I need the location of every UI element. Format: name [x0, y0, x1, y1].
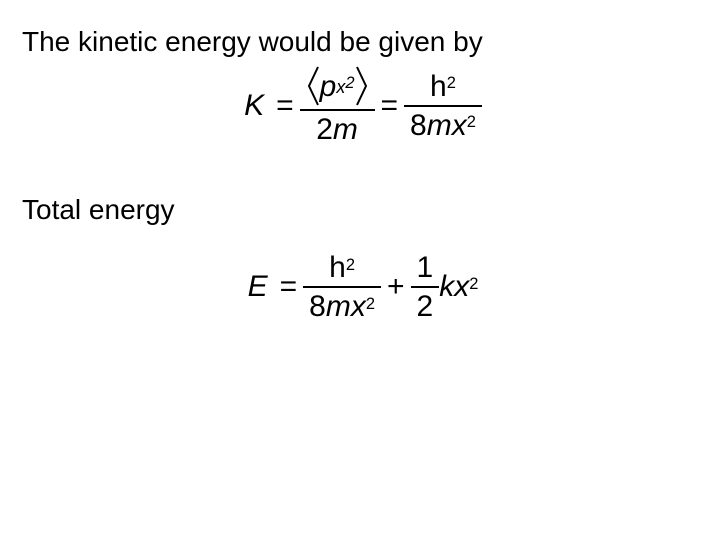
plus: + [381, 270, 411, 304]
slide-page: The kinetic energy would be given by K =… [0, 0, 720, 540]
symbol-m-3: m [326, 290, 351, 323]
total-energy-lead: Total energy [22, 192, 698, 227]
denominator-8mx2-a: 8 m x 2 [404, 109, 482, 142]
equals-3: = [274, 270, 304, 304]
symbol-p: p [320, 70, 337, 103]
spacer-1 [22, 174, 698, 192]
kinetic-energy-equation-wrap: K = p x 2 2 m [22, 59, 698, 174]
denominator-8mx2-b: 8 m x 2 [303, 290, 381, 323]
symbol-m-1: m [333, 113, 358, 146]
equals-2: = [375, 89, 405, 123]
fraction-bar-1 [300, 109, 375, 111]
spacer-2 [22, 227, 698, 241]
symbol-x-3: x [454, 270, 469, 304]
symbol-h-a: h [430, 70, 447, 103]
numerator-h2-a: h 2 [424, 70, 462, 103]
fraction-bar-3 [303, 286, 381, 288]
numerator-angle-px2: p x 2 [300, 65, 375, 107]
angle-bracket-left-icon [306, 65, 320, 107]
symbol-k: k [439, 270, 454, 304]
coef-8-a: 8 [410, 109, 427, 142]
kinetic-energy-lead: The kinetic energy would be given by [22, 24, 698, 59]
denominator-2: 2 [411, 290, 440, 323]
superscript-2-px: 2 [345, 74, 354, 92]
coef-8-b: 8 [309, 290, 326, 323]
superscript-2-h-a: 2 [447, 74, 456, 92]
fraction-px2-over-2m: p x 2 2 m [300, 65, 375, 146]
equals-1: = [270, 89, 300, 123]
symbol-E: E [242, 270, 274, 304]
superscript-2-h-b: 2 [346, 256, 355, 274]
symbol-x-1: x [452, 109, 467, 142]
total-energy-equation: E = h 2 8 m x 2 + 1 2 [242, 251, 479, 323]
superscript-2-x-b: 2 [366, 295, 375, 313]
fraction-bar-4 [411, 286, 440, 288]
fraction-h2-over-8mx2-a: h 2 8 m x 2 [404, 70, 482, 142]
numerator-1: 1 [411, 251, 440, 284]
superscript-2-kx: 2 [469, 275, 478, 294]
fraction-1-over-2: 1 2 [411, 251, 440, 323]
numerator-h2-b: h 2 [323, 251, 361, 284]
total-energy-equation-wrap: E = h 2 8 m x 2 + 1 2 [22, 241, 698, 323]
fraction-h2-over-8mx2-b: h 2 8 m x 2 [303, 251, 381, 323]
symbol-x-2: x [351, 290, 366, 323]
symbol-h-b: h [329, 251, 346, 284]
subscript-x: x [336, 78, 345, 98]
fraction-bar-2 [404, 105, 482, 107]
coef-2: 2 [316, 113, 333, 146]
angle-bracket-right-icon [355, 65, 369, 107]
kinetic-energy-equation: K = p x 2 2 m [238, 65, 482, 146]
symbol-m-2: m [427, 109, 452, 142]
symbol-K: K [238, 89, 270, 123]
superscript-2-x-a: 2 [467, 113, 476, 131]
denominator-2m: 2 m [310, 113, 364, 146]
